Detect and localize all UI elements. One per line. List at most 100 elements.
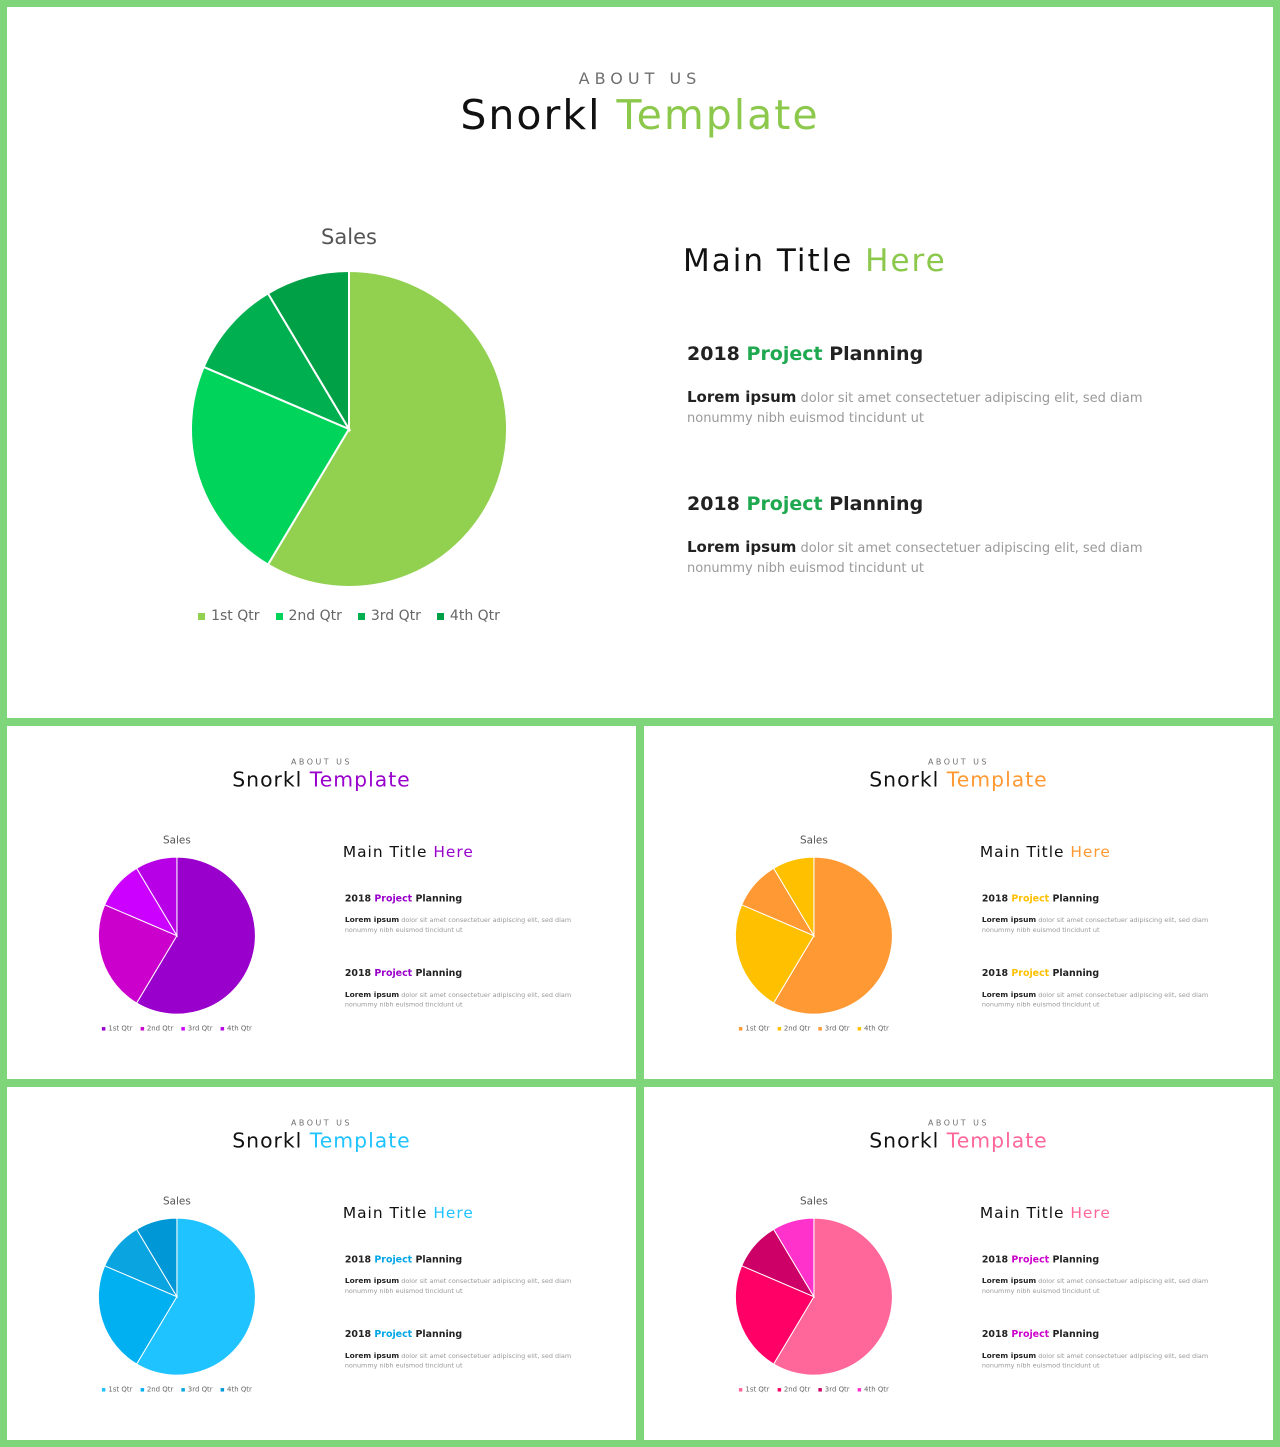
main-title: Main Title Here	[343, 843, 474, 861]
legend-swatch	[101, 1387, 106, 1392]
section-lead: Lorem ipsum	[344, 989, 400, 999]
eyebrow-label: ABOUT US	[578, 69, 702, 88]
section-lead: Lorem ipsum	[687, 388, 797, 406]
section-year: 2018	[344, 892, 372, 904]
legend-label: 3rd Qtr	[187, 1024, 213, 1033]
chart-legend: 1st Qtr 2nd Qtr 3rd Qtr 4th Qtr	[77, 1025, 278, 1033]
eyebrow-label: ABOUT US	[927, 756, 989, 767]
legend-swatch	[220, 1026, 225, 1031]
main-title-text: Main Title	[342, 1204, 428, 1223]
sales-pie-chart	[734, 1217, 893, 1376]
eyebrow-label: ABOUT US	[290, 756, 352, 767]
legend-item: 2nd Qtr	[140, 1025, 173, 1033]
section-heading: 2018 Project Planning	[345, 967, 462, 978]
legend-swatch	[181, 1026, 185, 1031]
legend-item: 2nd Qtr	[777, 1025, 810, 1033]
legend-label: 3rd Qtr	[824, 1385, 850, 1394]
section-accent-word: Project	[374, 892, 413, 904]
slide-content: ABOUT US Snorkl Template Sales 1st Qtr 2n…	[7, 726, 636, 1079]
pie-slice-1	[772, 856, 893, 1015]
legend-item: 1st Qtr	[101, 1025, 132, 1033]
legend-item: 2nd Qtr	[275, 608, 342, 624]
sales-pie-chart	[97, 856, 256, 1015]
section-heading: 2018 Project Planning	[687, 343, 923, 365]
slide-title-accent: Template	[309, 767, 411, 792]
sales-pie-chart	[97, 1217, 256, 1376]
legend-label: 1st Qtr	[745, 1024, 770, 1033]
slide-title: Snorkl Template	[644, 1129, 1273, 1153]
section-word: Planning	[829, 493, 924, 515]
section-body-text: dolor sit amet consectetuer adipiscing e…	[344, 1277, 572, 1296]
slide-2: ABOUT US Snorkl Template Sales 1st Qtr 2n…	[7, 726, 636, 1079]
section-body: Lorem ipsum dolor sit amet consectetuer …	[982, 1350, 1211, 1371]
section-accent-word: Project	[1011, 967, 1050, 979]
section-accent-word: Project	[1011, 1253, 1050, 1265]
main-title-accent: Here	[433, 843, 474, 862]
legend-item: 4th Qtr	[220, 1025, 252, 1033]
legend-item: 1st Qtr	[198, 608, 260, 624]
section-body: Lorem ipsum dolor sit amet consectetuer …	[345, 1276, 574, 1297]
section-word: Planning	[1052, 967, 1100, 979]
slide-title: Snorkl Template	[7, 91, 1273, 139]
section-body-text: dolor sit amet consectetuer adipiscing e…	[344, 916, 572, 935]
legend-swatch	[857, 1387, 862, 1392]
section-body-text: dolor sit amet consectetuer adipiscing e…	[344, 1352, 572, 1370]
chart-legend: 1st Qtr 2nd Qtr 3rd Qtr 4th Qtr	[77, 1386, 278, 1394]
section-body: Lorem ipsum dolor sit amet consectetuer …	[982, 915, 1211, 936]
legend-swatch	[818, 1026, 822, 1031]
section-year: 2018	[344, 1253, 372, 1265]
legend-item: 1st Qtr	[738, 1024, 770, 1033]
legend-swatch	[777, 1026, 781, 1031]
section-word: Planning	[829, 343, 924, 365]
pie-slice-1	[772, 1217, 893, 1376]
slide-title-main: Snorkl	[232, 1128, 303, 1153]
legend-swatch	[181, 1387, 185, 1392]
section-word: Planning	[1052, 892, 1100, 904]
section-accent-word: Project	[746, 343, 823, 365]
pie-slice-2	[190, 365, 351, 567]
main-title-accent: Here	[1070, 843, 1111, 862]
legend-label: 2nd Qtr	[146, 1385, 174, 1394]
chart-title: Sales	[163, 834, 191, 847]
slide-title-main: Snorkl	[232, 767, 303, 792]
section-word: Planning	[415, 892, 463, 904]
chart-legend: 1st Qtr 2nd Qtr 3rd Qtr 4th Qtr	[147, 608, 551, 624]
pie-slice-4	[135, 856, 178, 938]
section-body-text: dolor sit amet consectetuer adipiscing e…	[687, 391, 1143, 426]
legend-swatch	[777, 1387, 781, 1392]
legend-label: 1st Qtr	[745, 1385, 770, 1394]
legend-item: 3rd Qtr	[357, 608, 421, 624]
slide-title: Snorkl Template	[7, 768, 636, 792]
main-title-accent: Here	[865, 243, 947, 279]
pie-slice-2	[734, 1265, 815, 1365]
legend-swatch	[220, 1387, 225, 1392]
legend-swatch	[818, 1387, 822, 1392]
legend-item: 4th Qtr	[436, 608, 500, 624]
slide-3: ABOUT US Snorkl Template Sales 1st Qtr 2n…	[644, 726, 1273, 1079]
chart-title: Sales	[321, 225, 377, 249]
section-lead: Lorem ipsum	[344, 1276, 400, 1286]
main-title: Main Title Here	[343, 1204, 474, 1222]
main-title-text: Main Title	[342, 843, 428, 862]
section-accent-word: Project	[1011, 892, 1050, 904]
chart-title: Sales	[800, 1195, 828, 1208]
legend-swatch	[198, 612, 206, 620]
legend-item: 2nd Qtr	[140, 1386, 173, 1394]
section-year: 2018	[344, 1328, 372, 1340]
legend-label: 3rd Qtr	[370, 608, 421, 624]
section-body: Lorem ipsum dolor sit amet consectetuer …	[345, 1350, 574, 1371]
section-heading: 2018 Project Planning	[345, 1328, 462, 1339]
legend-item: 1st Qtr	[101, 1386, 132, 1394]
section-year: 2018	[981, 967, 1009, 979]
legend-swatch	[275, 612, 283, 620]
section-body-text: dolor sit amet consectetuer adipiscing e…	[981, 916, 1209, 935]
section-body: Lorem ipsum dolor sit amet consectetuer …	[345, 915, 574, 936]
section-body: Lorem ipsum dolor sit amet consectetuer …	[982, 989, 1211, 1010]
section-body-text: dolor sit amet consectetuer adipiscing e…	[981, 991, 1209, 1009]
eyebrow-label: ABOUT US	[927, 1117, 989, 1128]
section-accent-word: Project	[1011, 1328, 1050, 1340]
section-body: Lorem ipsum dolor sit amet consectetuer …	[982, 1276, 1211, 1297]
slide-title-accent: Template	[309, 1128, 411, 1153]
legend-swatch	[357, 612, 365, 620]
legend-label: 2nd Qtr	[146, 1024, 174, 1033]
